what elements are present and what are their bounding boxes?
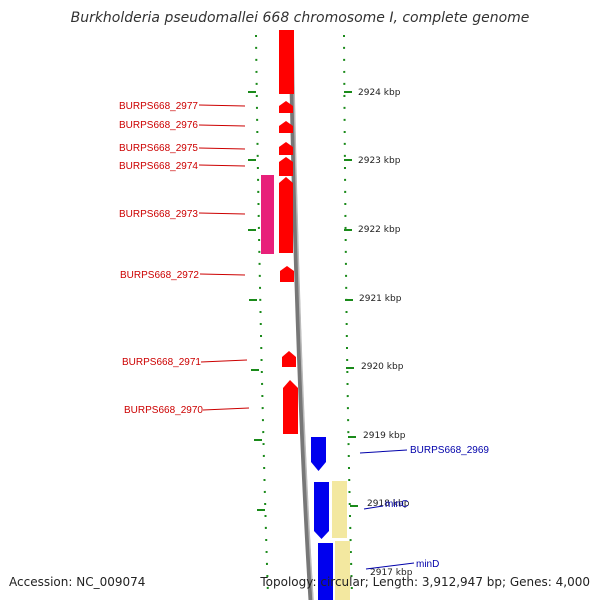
- left-dotted-track: [255, 34, 269, 596]
- gene-minD[interactable]: [318, 543, 333, 600]
- gene-minC-light[interactable]: [332, 481, 347, 538]
- gene-label[interactable]: minD: [416, 559, 439, 570]
- gene-BURPS668_2971[interactable]: [282, 351, 296, 367]
- gene-label[interactable]: minC: [385, 499, 408, 510]
- chromosome-backbone-highlight: [292, 29, 314, 600]
- gene-label[interactable]: BURPS668_2972: [120, 270, 199, 281]
- gene-label[interactable]: BURPS668_2976: [119, 120, 198, 131]
- gene-label[interactable]: BURPS668_2969: [410, 445, 489, 456]
- forward-label-leaders: [198, 104, 250, 411]
- gene-BURPS668_2970[interactable]: [283, 380, 298, 434]
- scale-label: 2920 kbp: [361, 362, 404, 372]
- gene-label[interactable]: BURPS668_2970: [124, 405, 203, 416]
- scale-label: 2922 kbp: [358, 225, 401, 235]
- gene-BURPS668_2969[interactable]: [311, 437, 326, 471]
- gene-BURPS668_2976[interactable]: [279, 121, 293, 133]
- gene-BURPS668_2975[interactable]: [279, 142, 293, 155]
- scale-label: 2919 kbp: [363, 431, 406, 441]
- right-major-ticks: [344, 91, 358, 507]
- gene-label[interactable]: BURPS668_2977: [119, 101, 198, 112]
- gene-label[interactable]: BURPS668_2975: [119, 143, 198, 154]
- forward-gene-track: [261, 30, 298, 434]
- forward-gene-labels: BURPS668_2977 BURPS668_2976 BURPS668_297…: [119, 101, 203, 416]
- gene-BURPS668_2973-alt[interactable]: [261, 175, 274, 254]
- genome-title: Burkholderia pseudomallei 668 chromosome…: [70, 10, 530, 26]
- gene-block[interactable]: [279, 30, 294, 94]
- gene-label[interactable]: BURPS668_2973: [119, 209, 198, 220]
- gene-BURPS668_2974[interactable]: [279, 157, 293, 176]
- gene-minC[interactable]: [314, 482, 329, 539]
- scale-label: 2921 kbp: [359, 294, 402, 304]
- reverse-label-leaders: [359, 449, 415, 570]
- gene-BURPS668_2977[interactable]: [279, 101, 293, 113]
- accession-label: Accession: NC_009074: [9, 575, 146, 589]
- gene-minD-light[interactable]: [335, 541, 350, 600]
- scale-label: 2923 kbp: [358, 156, 401, 166]
- gene-label[interactable]: BURPS668_2971: [122, 357, 201, 368]
- left-major-ticks: [248, 91, 265, 511]
- gene-BURPS668_2973[interactable]: [279, 177, 293, 253]
- reverse-gene-track: [311, 437, 350, 600]
- scale-labels: 2924 kbp 2923 kbp 2922 kbp 2921 kbp 2920…: [358, 88, 413, 578]
- scale-label: 2924 kbp: [358, 88, 401, 98]
- gene-BURPS668_2972[interactable]: [280, 266, 294, 282]
- genome-summary: Topology: circular; Length: 3,912,947 bp…: [260, 575, 590, 589]
- scale-label: 2918 kbp: [367, 499, 410, 509]
- chromosome-backbone: [288, 29, 314, 600]
- right-dotted-track: [343, 34, 353, 596]
- gene-label[interactable]: BURPS668_2974: [119, 161, 198, 172]
- reverse-gene-labels: BURPS668_2969 minC minD: [385, 445, 489, 570]
- scale-label: 2917 kbp: [370, 568, 413, 578]
